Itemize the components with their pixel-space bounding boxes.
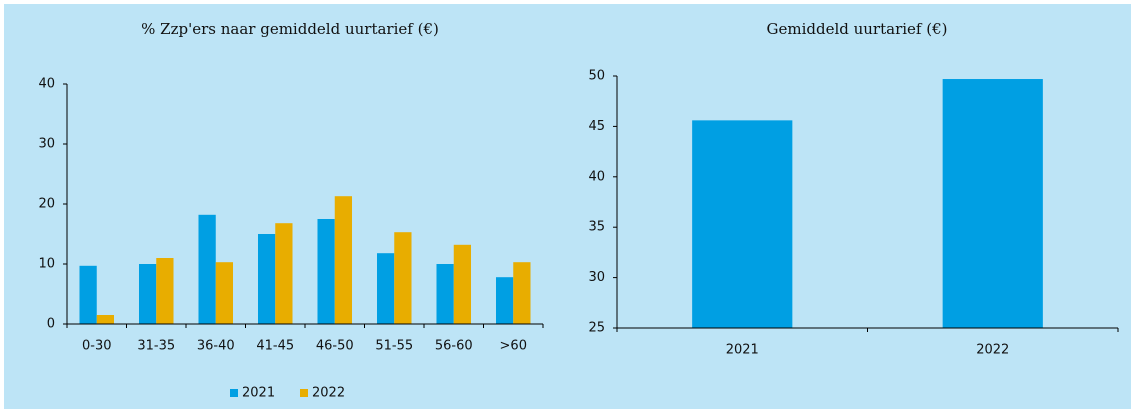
bar (513, 262, 531, 324)
bar (394, 232, 412, 324)
y-tick-label: 10 (38, 257, 55, 272)
legend-label: 2021 (242, 386, 275, 401)
bar (275, 223, 293, 324)
bar (79, 265, 97, 324)
bar (138, 264, 157, 324)
legend-swatch (230, 389, 238, 397)
y-tick-label: 35 (588, 220, 605, 235)
y-tick-label: 40 (588, 169, 605, 184)
bar (317, 219, 335, 324)
legend-label: 2022 (312, 386, 345, 401)
x-tick-label: 0-30 (82, 339, 112, 354)
chart-title: Gemiddeld uurtarief (€) (766, 20, 947, 38)
bar (436, 264, 454, 324)
y-tick-label: 45 (588, 119, 605, 134)
x-tick-label: 36-40 (197, 339, 235, 354)
y-tick-label: 30 (588, 270, 605, 285)
y-tick-label: 20 (38, 197, 55, 212)
legend-swatch (300, 389, 308, 397)
x-tick-label: 56-60 (435, 339, 473, 354)
y-tick-label: 30 (38, 137, 55, 152)
chart-title: % Zzp'ers naar gemiddeld uurtarief (€) (141, 20, 439, 38)
x-tick-label: >60 (500, 339, 527, 354)
bar (198, 214, 216, 324)
bar (692, 120, 793, 329)
x-tick-label: 46-50 (316, 339, 354, 354)
bar (942, 79, 1043, 328)
bar (453, 244, 472, 324)
x-tick-label: 2021 (726, 343, 759, 358)
x-tick-label: 2022 (976, 343, 1009, 358)
y-tick-label: 40 (38, 77, 55, 92)
bar (96, 315, 115, 324)
y-tick-label: 25 (588, 321, 605, 336)
bar (334, 196, 353, 324)
x-tick-label: 31-35 (137, 339, 175, 354)
x-tick-label: 51-55 (375, 339, 413, 354)
bar (156, 258, 174, 324)
bar (376, 253, 395, 324)
bar (495, 277, 514, 324)
y-tick-label: 0 (47, 317, 55, 332)
bar (215, 262, 234, 324)
bar (257, 234, 276, 324)
y-tick-label: 50 (588, 69, 605, 84)
x-tick-label: 41-45 (256, 339, 294, 354)
